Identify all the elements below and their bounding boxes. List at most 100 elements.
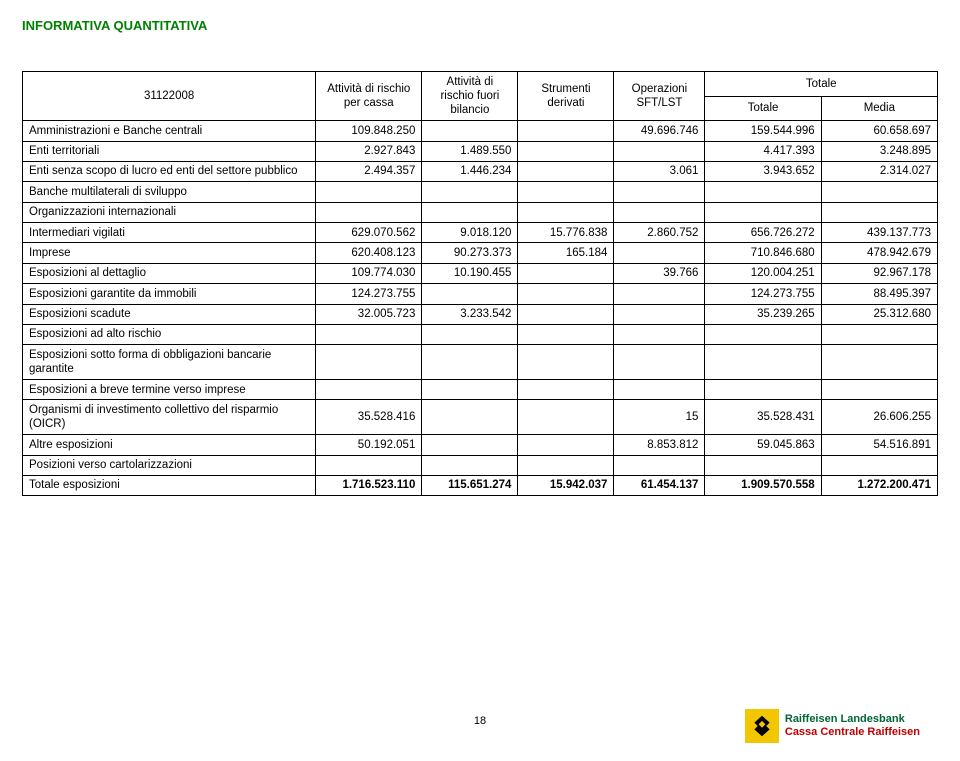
row-value xyxy=(518,455,614,475)
row-value xyxy=(316,380,422,400)
row-value: 90.273.373 xyxy=(422,243,518,263)
row-value xyxy=(518,345,614,380)
row-value xyxy=(422,121,518,141)
row-value: 3.248.895 xyxy=(821,141,937,161)
row-label: Organizzazioni internazionali xyxy=(23,202,316,222)
row-value: 26.606.255 xyxy=(821,400,937,435)
table-row: Esposizioni garantite da immobili124.273… xyxy=(23,284,938,304)
row-value xyxy=(518,324,614,344)
row-label: Amministrazioni e Banche centrali xyxy=(23,121,316,141)
header-totale: Totale xyxy=(705,96,821,121)
table-row: Esposizioni a breve termine verso impres… xyxy=(23,380,938,400)
row-label: Esposizioni a breve termine verso impres… xyxy=(23,380,316,400)
row-value xyxy=(614,324,705,344)
row-value: 8.853.812 xyxy=(614,435,705,455)
table-row: Organizzazioni internazionali xyxy=(23,202,938,222)
row-value xyxy=(422,455,518,475)
row-value: 35.239.265 xyxy=(705,304,821,324)
row-value: 620.408.123 xyxy=(316,243,422,263)
row-value xyxy=(518,141,614,161)
row-value xyxy=(614,345,705,380)
exposure-table: 31122008 Attività di rischio per cassa A… xyxy=(22,71,938,496)
header-col2: Attività di rischio fuori bilancio xyxy=(422,72,518,121)
header-col3: Strumenti derivati xyxy=(518,72,614,121)
row-value xyxy=(316,182,422,202)
table-row: Enti territoriali2.927.8431.489.5504.417… xyxy=(23,141,938,161)
row-value xyxy=(316,455,422,475)
row-value xyxy=(705,345,821,380)
row-value xyxy=(705,324,821,344)
row-label: Esposizioni sotto forma di obbligazioni … xyxy=(23,345,316,380)
row-value: 2.927.843 xyxy=(316,141,422,161)
total-value: 61.454.137 xyxy=(614,475,705,495)
row-value xyxy=(422,202,518,222)
table-row: Esposizioni sotto forma di obbligazioni … xyxy=(23,345,938,380)
row-value xyxy=(821,345,937,380)
row-value xyxy=(614,202,705,222)
row-label: Esposizioni al dettaglio xyxy=(23,263,316,283)
row-value xyxy=(518,263,614,283)
row-value: 124.273.755 xyxy=(705,284,821,304)
row-value: 54.516.891 xyxy=(821,435,937,455)
row-value: 2.860.752 xyxy=(614,223,705,243)
row-value xyxy=(518,202,614,222)
logo-line2: Cassa Centrale Raiffeisen xyxy=(785,726,920,739)
row-value xyxy=(705,455,821,475)
row-value: 3.061 xyxy=(614,161,705,181)
footer-logo: Raiffeisen Landesbank Cassa Centrale Rai… xyxy=(745,709,920,743)
header-totale-span: Totale xyxy=(705,72,938,97)
page-title: INFORMATIVA QUANTITATIVA xyxy=(22,18,938,33)
row-value: 50.192.051 xyxy=(316,435,422,455)
row-value: 165.184 xyxy=(518,243,614,263)
row-value: 478.942.679 xyxy=(821,243,937,263)
row-value: 3.943.652 xyxy=(705,161,821,181)
total-value: 1.909.570.558 xyxy=(705,475,821,495)
row-value: 2.494.357 xyxy=(316,161,422,181)
row-value xyxy=(422,182,518,202)
row-value: 3.233.542 xyxy=(422,304,518,324)
table-row: Organismi di investimento collettivo del… xyxy=(23,400,938,435)
row-value xyxy=(614,243,705,263)
total-label: Totale esposizioni xyxy=(23,475,316,495)
page-number: 18 xyxy=(474,715,486,727)
row-value xyxy=(316,324,422,344)
row-label: Intermediari vigilati xyxy=(23,223,316,243)
table-row: Amministrazioni e Banche centrali109.848… xyxy=(23,121,938,141)
row-label: Esposizioni garantite da immobili xyxy=(23,284,316,304)
row-value xyxy=(705,380,821,400)
row-value xyxy=(614,455,705,475)
row-value xyxy=(614,380,705,400)
row-value: 1.489.550 xyxy=(422,141,518,161)
row-value: 109.848.250 xyxy=(316,121,422,141)
row-value xyxy=(518,435,614,455)
row-value xyxy=(821,324,937,344)
row-value: 439.137.773 xyxy=(821,223,937,243)
row-value: 15.776.838 xyxy=(518,223,614,243)
total-value: 1.272.200.471 xyxy=(821,475,937,495)
logo-text: Raiffeisen Landesbank Cassa Centrale Rai… xyxy=(785,713,920,738)
row-label: Posizioni verso cartolarizzazioni xyxy=(23,455,316,475)
row-value: 32.005.723 xyxy=(316,304,422,324)
table-row: Esposizioni ad alto rischio xyxy=(23,324,938,344)
row-value xyxy=(821,202,937,222)
row-value xyxy=(821,380,937,400)
row-value: 60.658.697 xyxy=(821,121,937,141)
row-value: 35.528.416 xyxy=(316,400,422,435)
row-value: 710.846.680 xyxy=(705,243,821,263)
row-value: 109.774.030 xyxy=(316,263,422,283)
header-col1: Attività di rischio per cassa xyxy=(316,72,422,121)
row-value: 1.446.234 xyxy=(422,161,518,181)
total-value: 1.716.523.110 xyxy=(316,475,422,495)
table-row: Intermediari vigilati629.070.5629.018.12… xyxy=(23,223,938,243)
row-value xyxy=(705,202,821,222)
row-value xyxy=(518,284,614,304)
row-value: 656.726.272 xyxy=(705,223,821,243)
row-label: Banche multilaterali di sviluppo xyxy=(23,182,316,202)
table-row: Banche multilaterali di sviluppo xyxy=(23,182,938,202)
row-value: 59.045.863 xyxy=(705,435,821,455)
total-value: 15.942.037 xyxy=(518,475,614,495)
table-row: Esposizioni al dettaglio109.774.03010.19… xyxy=(23,263,938,283)
row-value: 124.273.755 xyxy=(316,284,422,304)
row-label: Organismi di investimento collettivo del… xyxy=(23,400,316,435)
logo-line1: Raiffeisen Landesbank xyxy=(785,713,920,726)
